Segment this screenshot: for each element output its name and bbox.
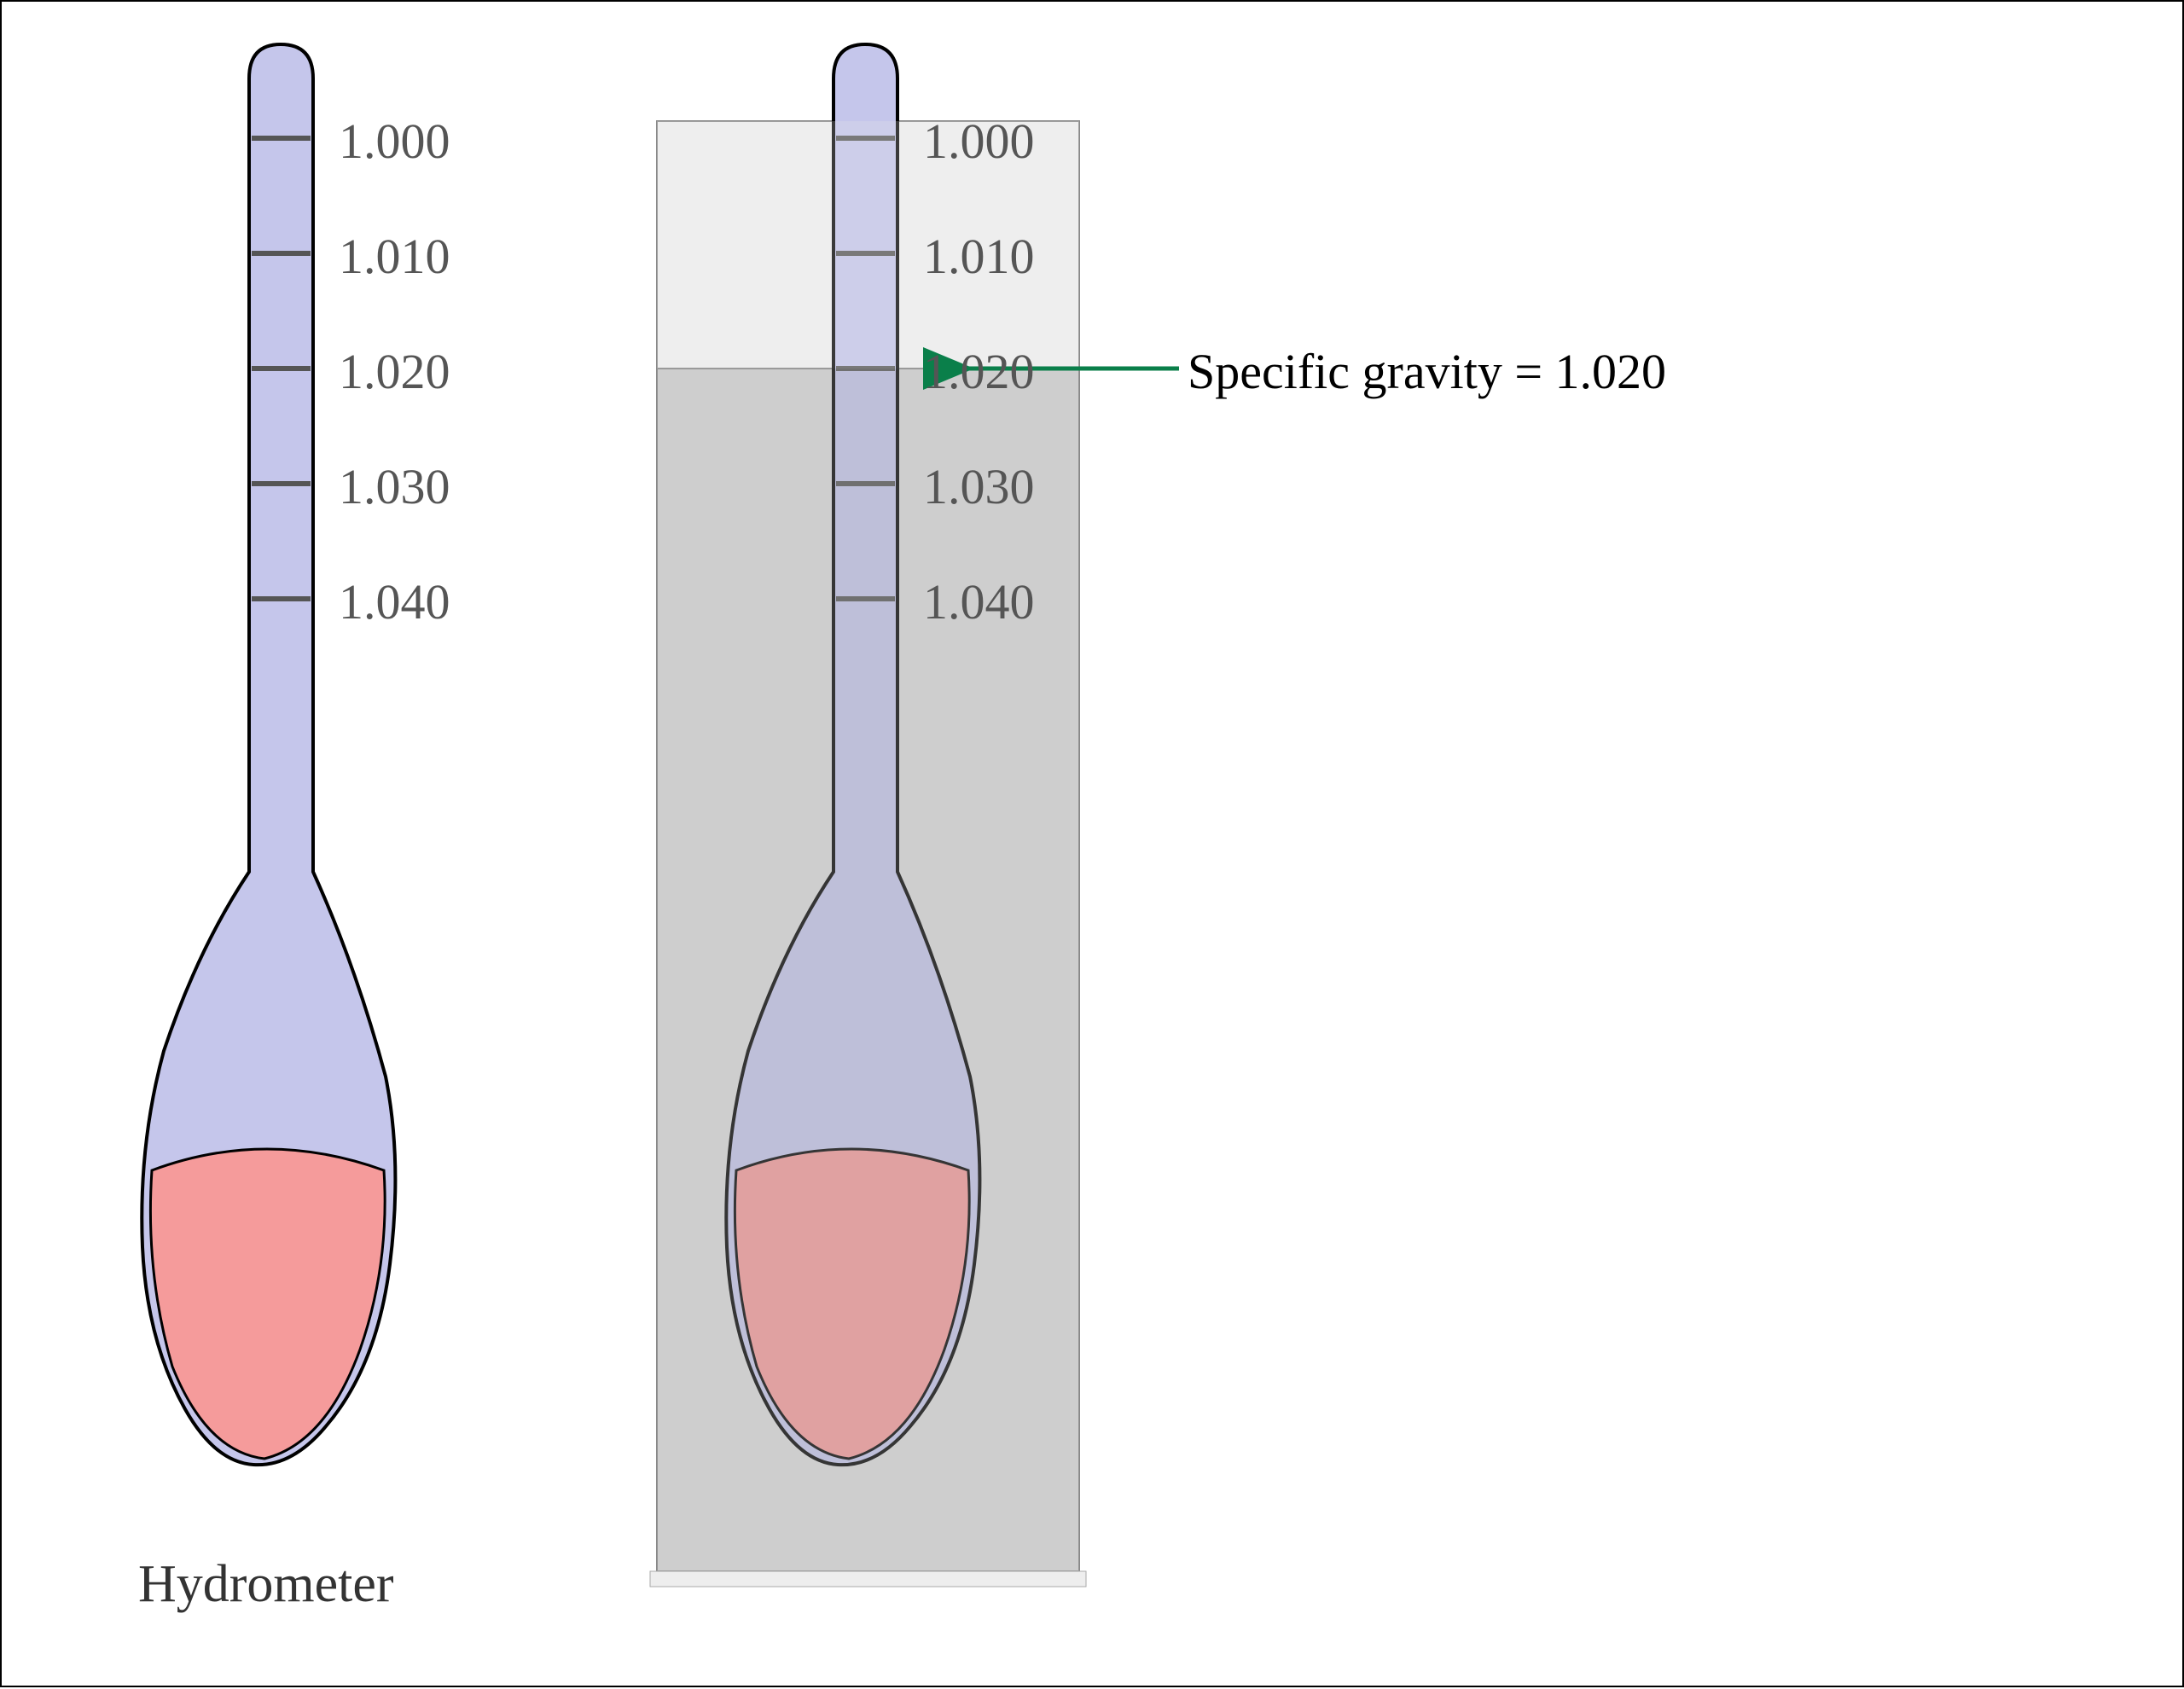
diagram-svg (2, 2, 2184, 1689)
left-scale-label-3: 1.030 (339, 458, 450, 515)
right-scale-label-0: 1.000 (923, 113, 1035, 170)
left-scale-label-1: 1.010 (339, 228, 450, 285)
caption-text: Hydrometer (138, 1554, 394, 1615)
right-scale-label-1: 1.010 (923, 228, 1035, 285)
right-scale-label-4: 1.040 (923, 573, 1035, 630)
right-scale-label-2: 1.020 (923, 343, 1035, 400)
beaker-front-overlay (657, 121, 1079, 1571)
annotation-text: Specific gravity = 1.020 (1188, 343, 1666, 400)
right-scale-label-3: 1.030 (923, 458, 1035, 515)
left-scale-label-2: 1.020 (339, 343, 450, 400)
left-scale-label-0: 1.000 (339, 113, 450, 170)
left-scale-label-4: 1.040 (339, 573, 450, 630)
diagram-container: 1.000 1.010 1.020 1.030 1.040 1.000 1.01… (0, 0, 2184, 1687)
